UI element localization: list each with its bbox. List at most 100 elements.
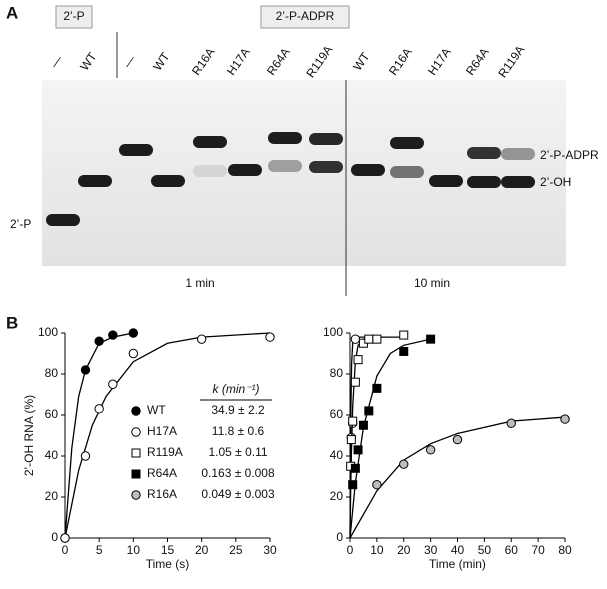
point <box>425 445 436 455</box>
point <box>364 406 374 416</box>
lane-label: R16A <box>386 45 415 78</box>
y-tick-label: 100 <box>323 325 343 339</box>
x-tick-label: 30 <box>424 543 438 557</box>
point <box>372 480 382 490</box>
band <box>501 148 535 160</box>
point <box>350 334 361 344</box>
band <box>268 160 302 172</box>
point <box>346 435 356 445</box>
point <box>348 416 358 426</box>
fit-line <box>349 336 404 539</box>
band <box>429 175 463 187</box>
point <box>348 480 358 490</box>
y-tick-label: 20 <box>45 489 59 503</box>
band <box>119 144 153 156</box>
band <box>467 147 501 159</box>
band <box>467 176 501 188</box>
x-axis-label: Time (min) <box>429 557 486 571</box>
y-tick-label: 40 <box>330 448 344 462</box>
point <box>426 334 436 344</box>
point <box>131 448 141 458</box>
time-label: 10 min <box>414 276 450 290</box>
lane-label: R119A <box>303 43 335 80</box>
band <box>390 137 424 149</box>
x-tick-label: 30 <box>263 543 277 557</box>
band-label: 2’-OH <box>540 175 571 189</box>
point <box>353 445 363 455</box>
point <box>372 383 382 393</box>
lane-label: H17A <box>425 45 454 78</box>
x-tick-label: 20 <box>397 543 411 557</box>
point <box>80 365 91 375</box>
legend-name: R16A <box>147 487 177 501</box>
panel-label: B <box>6 313 18 332</box>
lane-label: WT <box>350 49 373 73</box>
band <box>228 164 262 176</box>
y-tick-label: 80 <box>45 366 59 380</box>
x-tick-label: 0 <box>347 543 354 557</box>
band <box>151 175 185 187</box>
x-tick-label: 40 <box>451 543 465 557</box>
legend-k: 1.05 ± 0.11 <box>208 445 267 459</box>
point <box>131 469 141 479</box>
point <box>358 420 368 430</box>
band <box>351 164 385 176</box>
time-label: 1 min <box>185 276 214 290</box>
x-tick-label: 5 <box>96 543 103 557</box>
point <box>372 334 382 344</box>
band <box>78 175 112 187</box>
lane-label: R64A <box>264 45 293 78</box>
point <box>506 418 516 428</box>
x-axis-label: Time (s) <box>146 557 190 571</box>
point <box>131 406 141 416</box>
fit-line <box>64 332 134 539</box>
legend-k: 11.8 ± 0.6 <box>212 424 265 438</box>
box-label: 2’-P-ADPR <box>276 9 335 23</box>
x-tick-label: 60 <box>505 543 519 557</box>
point <box>94 404 104 414</box>
point <box>364 334 374 344</box>
x-tick-label: 15 <box>161 543 175 557</box>
x-tick-label: 20 <box>195 543 209 557</box>
point <box>80 451 91 461</box>
x-tick-label: 0 <box>62 543 69 557</box>
point <box>399 346 409 356</box>
legend-header: k (min⁻¹) <box>213 382 260 396</box>
band <box>501 176 535 188</box>
band <box>193 136 227 148</box>
x-tick-label: 80 <box>558 543 572 557</box>
band <box>193 165 227 177</box>
lane-label: WT <box>77 49 100 73</box>
band <box>309 133 343 145</box>
gel <box>42 80 566 266</box>
point <box>108 330 118 340</box>
point <box>60 533 70 543</box>
x-tick-label: 50 <box>478 543 492 557</box>
point <box>399 459 409 469</box>
point <box>350 463 360 473</box>
y-tick-label: 80 <box>330 366 344 380</box>
band-label: 2’-P-ADPR <box>540 148 599 162</box>
y-tick-label: 0 <box>336 530 343 544</box>
legend-name: R64A <box>147 466 177 480</box>
point <box>265 332 275 342</box>
legend-name: R119A <box>147 445 183 459</box>
point <box>131 490 141 500</box>
legend-k: 0.049 ± 0.003 <box>201 487 275 501</box>
point <box>196 334 207 344</box>
y-tick-label: 100 <box>38 325 58 339</box>
band-label: 2’-P <box>10 217 31 231</box>
band <box>46 214 80 226</box>
lane-label: — <box>120 53 138 71</box>
point <box>128 328 139 338</box>
band <box>390 166 424 178</box>
x-tick-label: 70 <box>531 543 545 557</box>
x-tick-label: 25 <box>229 543 243 557</box>
x-tick-label: 10 <box>370 543 384 557</box>
y-axis-label: 2’-OH RNA (%) <box>22 395 36 476</box>
legend-k: 0.163 ± 0.008 <box>201 466 275 480</box>
legend-k: 34.9 ± 2.2 <box>211 403 265 417</box>
legend-name: H17A <box>147 424 177 438</box>
legend-name: WT <box>147 403 166 417</box>
